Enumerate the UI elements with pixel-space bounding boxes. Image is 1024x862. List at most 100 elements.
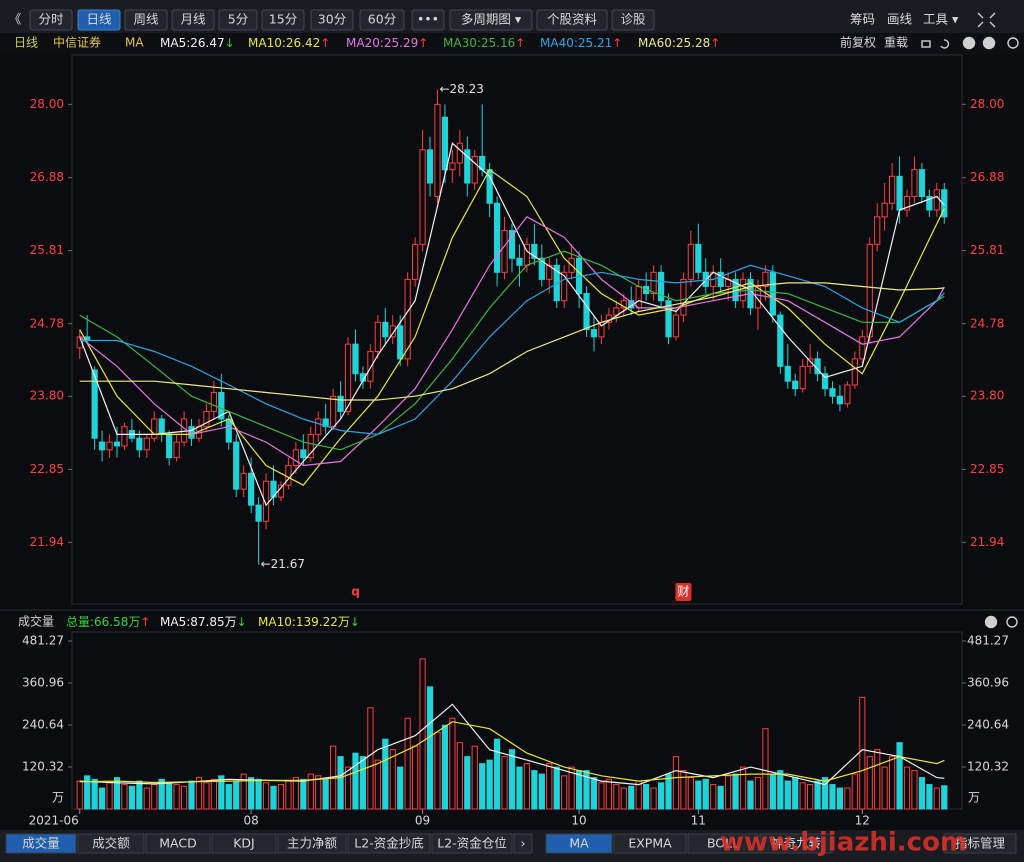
event-marker[interactable]: q bbox=[351, 585, 360, 599]
tab[interactable] bbox=[613, 833, 687, 854]
tab-label[interactable]: L2-资金仓位 bbox=[437, 836, 506, 851]
toolbar-label[interactable]: 个股资料 bbox=[547, 12, 598, 27]
tab[interactable] bbox=[759, 833, 833, 854]
y-tick-label: 26.88 bbox=[30, 170, 64, 184]
zoom-in-icon[interactable] bbox=[962, 36, 976, 50]
tab-label[interactable]: EXPMA bbox=[628, 836, 672, 851]
toolbar-button[interactable] bbox=[449, 9, 533, 31]
tab[interactable] bbox=[687, 833, 759, 854]
volume-bar bbox=[643, 784, 650, 810]
toolbar-label[interactable]: 工具 ▾ bbox=[923, 12, 959, 27]
candle-body bbox=[166, 433, 173, 459]
toolbar-label[interactable]: 多周期图 ▾ bbox=[461, 12, 522, 27]
header-icons[interactable] bbox=[921, 12, 1019, 629]
tab-label[interactable]: L2-资金抄底 bbox=[354, 836, 423, 851]
fullscreen-icon[interactable] bbox=[977, 12, 996, 28]
tab-label[interactable]: MACD bbox=[159, 836, 196, 851]
settings-icon[interactable] bbox=[1007, 37, 1019, 49]
tab[interactable] bbox=[277, 833, 347, 854]
toolbar-button[interactable] bbox=[310, 9, 354, 31]
toolbar-label[interactable]: 5分 bbox=[228, 12, 248, 27]
tab-label[interactable]: KDJ bbox=[233, 836, 255, 851]
tab-label[interactable]: 主力净额 bbox=[287, 836, 338, 851]
y-tick-label: 21.94 bbox=[970, 535, 1004, 549]
candle-body bbox=[538, 257, 545, 280]
candle-body bbox=[836, 395, 844, 405]
lock-icon[interactable] bbox=[921, 40, 931, 48]
toolbar-button[interactable] bbox=[77, 9, 121, 31]
tab-label[interactable]: MA bbox=[569, 836, 589, 851]
toolbar-button[interactable] bbox=[611, 9, 655, 31]
toolbar-button[interactable] bbox=[29, 9, 73, 31]
toolbar-label[interactable]: 《 bbox=[9, 12, 22, 27]
zoom-out-icon[interactable] bbox=[982, 36, 996, 50]
volume-bar bbox=[568, 766, 575, 810]
volume-bar bbox=[240, 773, 247, 810]
volume-bar bbox=[851, 773, 858, 810]
tab-label[interactable]: 成交额 bbox=[92, 836, 130, 851]
volume-bar bbox=[419, 658, 426, 810]
toolbar-button[interactable] bbox=[124, 9, 168, 31]
settings-icon[interactable] bbox=[1006, 616, 1018, 628]
close-icon[interactable] bbox=[984, 615, 998, 629]
toolbar-button[interactable] bbox=[261, 9, 305, 31]
tab[interactable] bbox=[545, 833, 613, 854]
tab[interactable] bbox=[431, 833, 513, 854]
toolbar-label[interactable]: 15分 bbox=[269, 12, 297, 27]
candle-body bbox=[151, 418, 158, 439]
tab[interactable] bbox=[211, 833, 277, 854]
toolbar-label[interactable]: 筹码 bbox=[850, 12, 875, 27]
toolbar-button[interactable] bbox=[411, 9, 445, 31]
toolbar-label[interactable]: 分时 bbox=[38, 12, 64, 27]
ma-line bbox=[79, 250, 945, 451]
toolbar-label[interactable]: 周线 bbox=[133, 12, 159, 27]
volume-bar bbox=[180, 785, 188, 810]
tab[interactable] bbox=[77, 833, 145, 854]
ma-line bbox=[79, 721, 945, 784]
volume-bar bbox=[188, 780, 195, 810]
tab-label[interactable]: 神奇九转 bbox=[771, 836, 821, 851]
volume-bar bbox=[456, 742, 463, 810]
tab-label[interactable]: › bbox=[521, 836, 526, 851]
tab[interactable] bbox=[513, 833, 533, 854]
toolbar-label[interactable]: 日线 bbox=[86, 12, 112, 27]
toolbar-button[interactable] bbox=[171, 9, 215, 31]
toolbar-button[interactable] bbox=[536, 9, 608, 31]
candle-body bbox=[918, 169, 926, 197]
event-marker[interactable]: 财 bbox=[677, 585, 689, 599]
candle-body bbox=[888, 175, 896, 204]
volume-bar bbox=[493, 738, 501, 810]
undo-icon[interactable] bbox=[940, 39, 950, 49]
tab[interactable] bbox=[145, 833, 211, 854]
candle-body bbox=[769, 271, 776, 316]
y-tick-label: 23.80 bbox=[30, 389, 64, 403]
candle-body bbox=[456, 142, 463, 164]
candle-body bbox=[807, 358, 814, 367]
candle-body bbox=[821, 373, 829, 390]
tab[interactable] bbox=[943, 833, 1017, 854]
volume-bar bbox=[680, 770, 687, 810]
adjust-label[interactable]: 前复权 bbox=[840, 35, 876, 50]
tab-label[interactable]: 成交量 bbox=[22, 836, 60, 851]
y-tick-label: 360.96 bbox=[967, 675, 1009, 689]
candle-body bbox=[866, 243, 873, 338]
tab-label[interactable]: BOLL bbox=[707, 836, 739, 851]
toolbar-label[interactable]: 画线 bbox=[887, 12, 913, 27]
toolbar-label[interactable]: ••• bbox=[417, 12, 439, 27]
toolbar-label[interactable]: 30分 bbox=[318, 12, 346, 27]
tab[interactable] bbox=[5, 833, 77, 854]
toolbar-button[interactable] bbox=[218, 9, 258, 31]
tab[interactable] bbox=[347, 833, 431, 854]
volume-bar bbox=[814, 780, 821, 810]
toolbar-label[interactable]: 月线 bbox=[180, 12, 206, 27]
toolbar-button[interactable] bbox=[359, 9, 405, 31]
toolbar-label[interactable]: 60分 bbox=[368, 12, 396, 27]
reload-label[interactable]: 重载 bbox=[884, 36, 908, 50]
toolbar-label[interactable]: 诊股 bbox=[620, 12, 646, 27]
volume-bar bbox=[426, 686, 434, 810]
tab-label[interactable]: 指标管理 bbox=[955, 836, 1006, 851]
y-tick-label: 28.00 bbox=[30, 97, 64, 111]
legend-entry: MA5:87.85万↓ bbox=[160, 615, 247, 629]
candle-body bbox=[106, 441, 113, 451]
legend-text: 总量:66.58万 bbox=[66, 615, 140, 629]
